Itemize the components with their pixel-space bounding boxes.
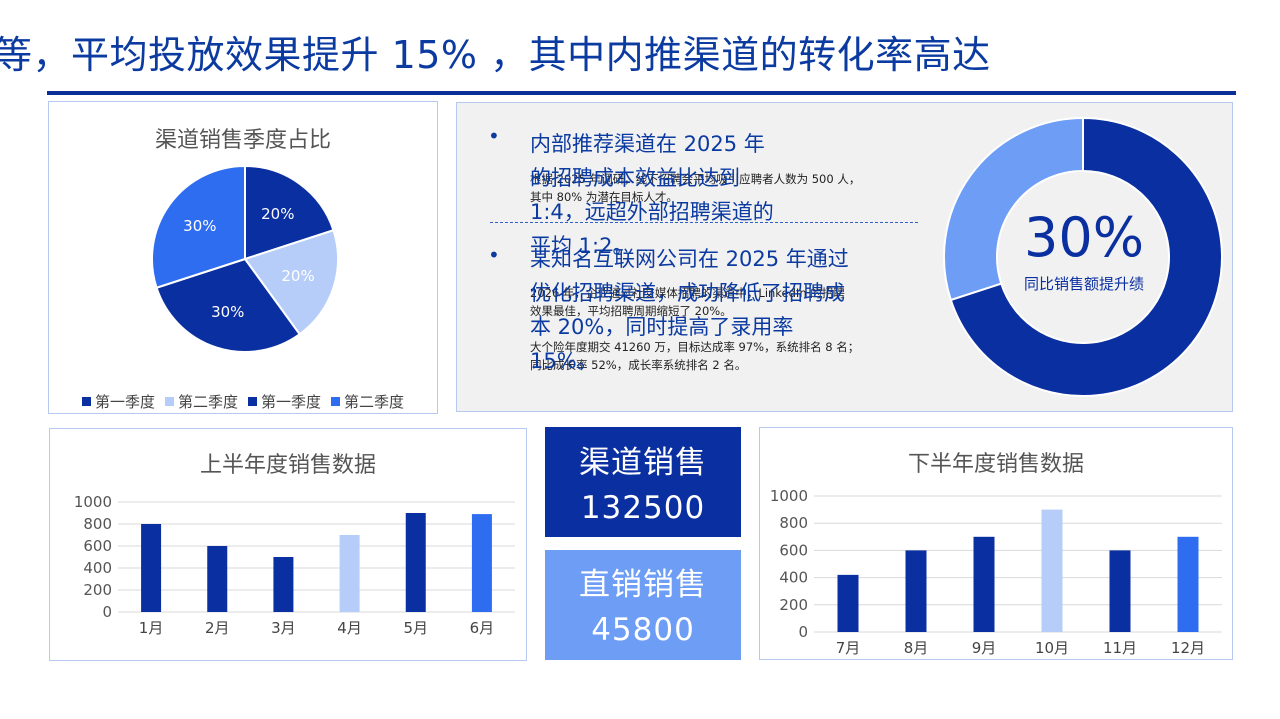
pie-data-label: 20% [281,267,314,285]
pie-slice [151,164,246,289]
x-tick-label: 5月 [403,619,428,637]
bar [973,536,995,632]
donut-value: 30% [1023,206,1145,269]
y-tick-label: 1000 [74,493,112,511]
legend-label: 第二季度 [344,393,405,411]
x-tick-label: 3月 [271,619,296,637]
y-tick-label: 0 [102,603,112,621]
pie-data-label: 30% [211,303,244,321]
x-tick-label: 4月 [337,619,362,637]
pie-slice [244,164,335,261]
y-tick-label: 200 [83,581,112,599]
pie-data-label: 20% [261,205,294,223]
bar [905,550,927,632]
bar [1177,536,1199,632]
kpi-direct-sales-label: 直销销售 [579,567,707,603]
bar [1041,509,1063,632]
pie-chart-title: 渠道销售季度占比 [154,128,331,153]
legend-swatch [331,397,341,406]
bar-chart-h1-title: 上半年度销售数据 [199,453,376,478]
bar [273,557,294,612]
bar-chart-h2: 0 200 400 600 800 1000 7月 8月 9月 10月 11月 12月 [770,487,1222,657]
bar-chart-h1-panel: 上半年度销售数据 0 200 400 600 800 1000 1月 2月 3月 4月 5月 6月 [49,428,527,661]
x-tick-label: 11月 [1103,639,1137,657]
legend-label: 第二季度 [177,393,238,411]
legend-swatch [248,397,257,406]
x-tick-label: 8月 [904,639,929,657]
x-tick-label: 10月 [1035,639,1069,657]
bullet-2-detail: 2026 年，企业通过社交媒体招聘的渠道中，LinkedIn 的招聘 效果最佳，… [530,286,860,372]
pie-chart: 20% 20% 30% 30% [151,164,339,353]
bar [339,535,360,612]
y-tick-label: 200 [779,596,808,614]
bar [405,513,426,612]
x-tick-label: 6月 [470,619,495,637]
bar [141,524,162,612]
pie-legend-item: 第一季度 [81,391,155,412]
bullet-1-detail: 根据 2025 年调研，线下招聘会平均吸引应聘者人数为 500 人， 其中 80… [530,172,861,204]
pie-data-label: 30% [183,217,216,235]
kpi-channel-sales-label: 渠道销售 [579,445,707,481]
pie-legend-item: 第一季度 [248,391,321,412]
legend-label: 第一季度 [261,393,322,411]
x-tick-label: 2月 [205,619,230,637]
bar [837,574,859,632]
y-tick-label: 400 [779,569,808,587]
bar-chart-h2-title: 下半年度销售数据 [907,452,1084,477]
kpi-channel-sales-value: 132500 [580,490,706,526]
bar [1109,550,1131,632]
page-title: 等，平均投放效果提升 15% ，其中内推渠道的转化率高达 [0,33,991,77]
y-tick-label: 0 [798,623,808,641]
y-tick-label: 1000 [770,487,808,505]
x-tick-label: 7月 [836,639,861,657]
pie-legend: 第一季度 第二季度 第一季度 第二季度 [49,391,437,412]
kpi-channel-sales: 渠道销售 132500 [545,427,741,537]
y-tick-label: 400 [83,559,112,577]
x-tick-label: 9月 [972,639,997,657]
pie-legend-item: 第二季度 [164,391,238,412]
donut-segment-part [943,116,1084,302]
kpi-direct-sales: 直销销售 45800 [545,550,741,660]
bullet-dot-2: • [488,243,500,267]
y-tick-label: 600 [779,541,808,559]
legend-swatch [81,397,91,406]
y-tick-label: 800 [779,514,808,532]
bullet-dot-1: • [488,124,500,148]
pie-legend-item: 第二季度 [331,391,404,412]
pie-slice [243,229,339,336]
bar-chart-h1: 0 200 400 600 800 1000 1月 2月 3月 4月 5月 6月 [74,493,515,637]
legend-swatch [164,397,174,406]
bullet-divider [490,222,918,223]
insight-panel: 30% 同比销售额提升绩 [456,102,1233,412]
pie-chart-panel: 渠道销售季度占比 20% 20% 30% 30% 第一季度 第二季度 第一季度 第二季度 [48,101,438,414]
kpi-direct-sales-value: 45800 [591,612,695,648]
y-tick-label: 600 [83,537,112,555]
x-tick-label: 12月 [1171,639,1205,657]
bar-chart-h2-panel: 下半年度销售数据 0 200 400 600 800 1000 7月 8月 9月 10月 11月 12… [759,427,1233,660]
bullet-2-headline: 某知名互联网公司在 2025 年通过 优化招聘渠道，成功降低了招聘成 本 20%… [530,247,849,373]
donut-segment-main [949,116,1223,397]
bullet-1-headline: 内部推荐渠道在 2025 年 的招聘成本效益比达到 1:4，远超外部招聘渠道的 … [530,132,774,258]
legend-label: 第一季度 [94,393,155,411]
x-tick-label: 1月 [139,619,164,637]
pie-slice [155,257,302,353]
bar [207,546,228,612]
title-divider [47,91,1236,95]
donut-chart [943,116,1223,397]
y-tick-label: 800 [83,515,112,533]
donut-caption: 同比销售额提升绩 [1023,275,1144,293]
bar [471,514,492,612]
